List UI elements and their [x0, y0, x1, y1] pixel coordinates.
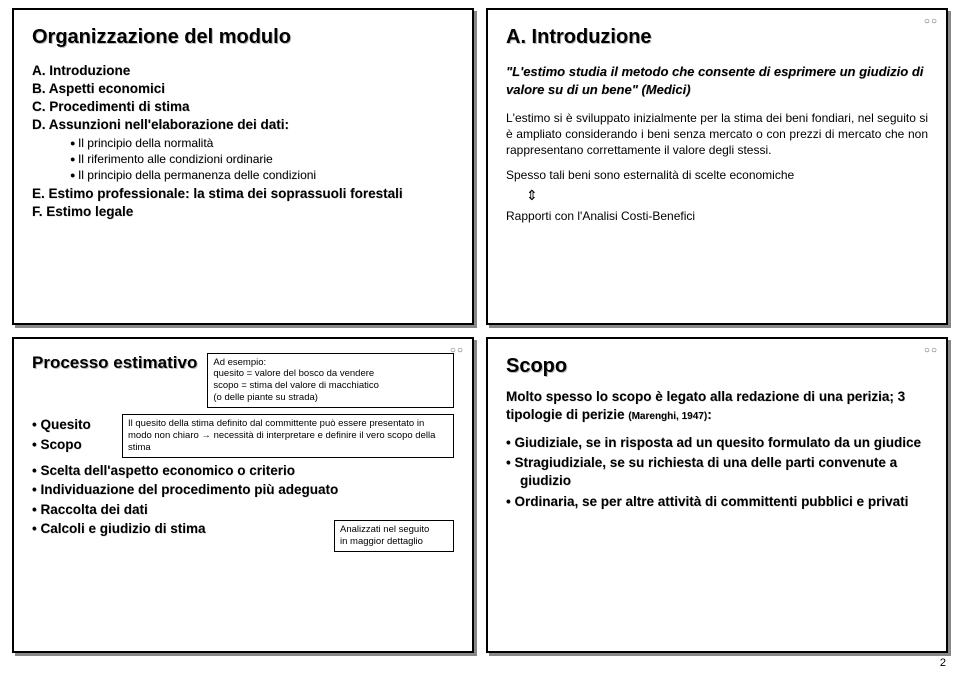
page-number: 2 — [940, 657, 946, 669]
list-item: • Quesito — [32, 416, 112, 434]
slide3-title: Processo estimativo — [32, 353, 197, 373]
list-item: F. Estimo legale — [32, 204, 454, 219]
list-item: E. Estimo professionale: la stima dei so… — [32, 186, 454, 201]
slide2-p2: Spesso tali beni sono esternalità di sce… — [506, 167, 928, 183]
slide-scopo: ○○ Scopo Molto spesso lo scopo è legato … — [486, 337, 948, 654]
list-item: • Scopo — [32, 436, 112, 454]
list-item: A. Introduzione — [32, 63, 454, 78]
list-item: C. Procedimenti di stima — [32, 99, 454, 114]
slide4-intro: Molto spesso lo scopo è legato alla reda… — [506, 388, 928, 424]
list-item: • Individuazione del procedimento più ad… — [32, 481, 454, 499]
slide-marker-icon: ○○ — [924, 345, 938, 356]
list-item: • Raccolta dei dati — [32, 501, 454, 519]
slide2-p1: L'estimo si è sviluppato inizialmente pe… — [506, 110, 928, 159]
slide2-p3: Rapporti con l'Analisi Costi-Benefici — [506, 208, 928, 224]
slide2-title: A. Introduzione — [506, 26, 928, 49]
sub-item: Il principio della permanenza delle cond… — [70, 168, 454, 182]
slide-processo: ○○ Processo estimativo Ad esempio: quesi… — [12, 337, 474, 654]
slide4-list: Giudiziale, se in risposta ad un quesito… — [506, 434, 928, 510]
quesito-note: Il quesito della stima definito dal comm… — [122, 414, 454, 458]
slide-organizzazione: Organizzazione del modulo A. Introduzion… — [12, 8, 474, 325]
list-item: D. Assunzioni nell'elaborazione dei dati… — [32, 117, 454, 182]
list-item: Giudiziale, se in risposta ad un quesito… — [506, 434, 928, 452]
example-note: Ad esempio: quesito = valore del bosco d… — [207, 353, 454, 409]
list-item: B. Aspetti economici — [32, 81, 454, 96]
slide1-title: Organizzazione del modulo — [32, 26, 454, 49]
slide4-title: Scopo — [506, 355, 928, 378]
slide-introduzione: ○○ A. Introduzione "L'estimo studia il m… — [486, 8, 948, 325]
slide2-quote: "L'estimo studia il metodo che consente … — [506, 63, 928, 98]
sub-item: Il riferimento alle condizioni ordinarie — [70, 152, 454, 166]
list-item: • Calcoli e giudizio di stima Analizzati… — [32, 520, 454, 552]
analizzati-note: Analizzati nel seguitoin maggior dettagl… — [334, 520, 454, 552]
sub-item: Il principio della normalità — [70, 136, 454, 150]
slide-marker-icon: ○○ — [924, 16, 938, 27]
list-item: Ordinaria, se per altre attività di comm… — [506, 493, 928, 511]
slide-marker-icon: ○○ — [450, 345, 464, 356]
list-item: • Scelta dell'aspetto economico o criter… — [32, 462, 454, 480]
list-item: Stragiudiziale, se su richiesta di una d… — [506, 454, 928, 489]
updown-arrow-icon: ⇕ — [526, 187, 928, 204]
slide1-list: A. Introduzione B. Aspetti economici C. … — [32, 63, 454, 219]
